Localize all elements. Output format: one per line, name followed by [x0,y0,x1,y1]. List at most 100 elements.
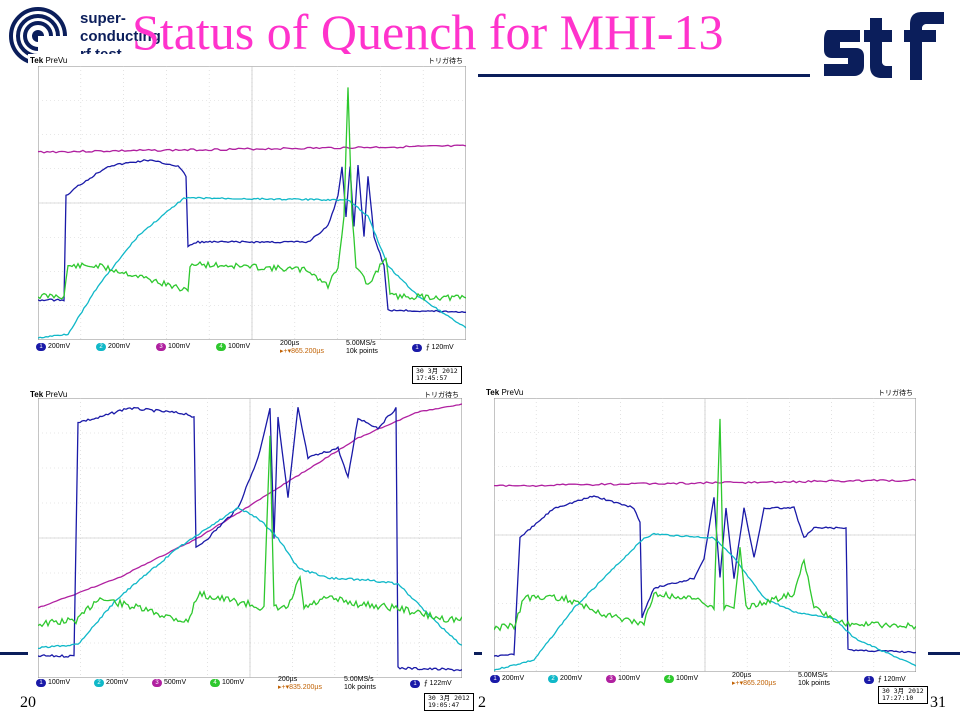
timebase-box: 200µs ▸+▾865.200µs [280,340,324,356]
ch3-badge: 3 [156,343,166,351]
trigger-ch-badge: 1 [864,676,874,684]
ch2-setting: 2 200mV [94,679,128,687]
ch2-setting: 2 200mV [548,675,582,683]
sample-rate: 5.00MS/s [344,676,374,683]
ch4-trace [494,418,916,632]
ch3-scale: 500mV [164,679,187,686]
footer-center-text: 2 [478,694,486,711]
oscilloscope-screenshot-bottom-right: Tek PreVu トリガ待ち 1 200mV 2 200mV 3 100mV 4 10… [482,386,928,704]
ch1-setting: 1 200mV [490,675,524,683]
ch2-badge: 2 [96,343,106,351]
ch4-badge: 4 [216,343,226,351]
ch3-badge: 3 [152,679,162,687]
logo-text-line-1: super- [80,10,126,27]
trigger-level: 120mV [883,676,906,683]
scope-brand: Tek [30,390,44,399]
ch1-setting: 1 100mV [36,679,70,687]
ch1-trace [38,406,462,672]
ch3-scale: 100mV [168,343,191,350]
sample-rate: 5.00MS/s [798,672,828,679]
stamp-time: 19:05:47 [428,701,460,709]
ch3-trace [38,144,466,154]
stf-logo [818,10,948,82]
ch3-badge: 3 [606,675,616,683]
acq-box: 5.00MS/s 10k points [346,340,378,356]
ch3-trace [494,478,916,488]
scope-graticule [38,398,462,678]
ch2-scale: 200mV [106,679,129,686]
scope-header: Tek PreVu [30,390,67,399]
date-stamp: 30 3月 2012 19:05:47 [424,693,474,711]
record-length: 10k points [798,680,830,687]
ch2-scale: 200mV [560,675,583,682]
trigger-box: 1 ⨍ 122mV [410,679,452,688]
scope-graticule [494,398,916,672]
logo-text-line-2: conducting [80,28,161,45]
trigger-status: トリガ待ち [424,392,459,399]
ch4-setting: 4 100mV [216,343,250,351]
ch2-scale: 200mV [108,343,131,350]
timebase-box: 200µs ▸+▾835.200µs [278,676,322,692]
scope-mode: PreVu [45,56,68,65]
trigger-status: トリガ待ち [428,58,463,65]
ch4-trace [38,435,462,628]
ch2-badge: 2 [94,679,104,687]
title-divider [160,74,810,77]
oscilloscope-screenshot-bottom-left: Tek PreVu トリガ待ち 1 100mV 2 200mV 3 500mV 4 10… [28,388,474,711]
ch1-scale: 200mV [502,675,525,682]
trigger-level: 120mV [431,344,454,351]
scope-mode: PreVu [45,390,68,399]
scope-settings-bar: 1 100mV 2 200mV 3 500mV 4 100mV 200µs ▸+▾835.… [28,676,474,692]
trigger-box: 1 ⨍ 120mV [864,675,906,684]
footer-page-number: 31 [930,694,946,711]
timebase-box: 200µs ▸+▾865.200µs [732,672,776,688]
ch3-setting: 3 100mV [606,675,640,683]
ch3-setting: 3 500mV [152,679,186,687]
stf-logo-mark [824,12,944,80]
ch4-badge: 4 [664,675,674,683]
ch4-trace [38,87,466,302]
stamp-date: 30 3月 2012 [882,687,924,695]
stamp-date: 30 3月 2012 [428,694,470,702]
timebase: 200µs [278,676,298,683]
date-stamp: 30 3月 2012 17:27:10 [878,686,928,704]
date-stamp: 30 3月 2012 17:45:57 [412,366,462,384]
acq-box: 5.00MS/s 10k points [344,676,376,692]
timebase: 200µs [280,340,300,347]
scope-settings-bar: 1 200mV 2 200mV 3 100mV 4 100mV 200µs ▸+▾865.… [28,340,478,356]
ch1-badge: 1 [490,675,500,683]
stamp-date: 30 3月 2012 [416,367,458,375]
ch1-setting: 1 200mV [36,343,70,351]
ch4-scale: 100mV [228,343,251,350]
scope-brand: Tek [486,388,500,397]
ch2-trace [494,532,916,671]
ch4-setting: 4 100mV [664,675,698,683]
stamp-time: 17:45:57 [416,374,448,382]
acq-box: 5.00MS/s 10k points [798,672,830,688]
timebase: 200µs [732,672,752,679]
ch3-setting: 3 100mV [156,343,190,351]
ch4-badge: 4 [210,679,220,687]
ch2-setting: 2 200mV [96,343,130,351]
sample-rate: 5.00MS/s [346,340,376,347]
stamp-time: 17:27:10 [882,694,914,702]
page-title: Status of Quench for MHI-13 [132,4,724,60]
ch1-badge: 1 [36,343,46,351]
ch1-scale: 100mV [48,679,71,686]
ch4-scale: 100mV [676,675,699,682]
scope-graticule [38,66,466,340]
trigger-ch-badge: 1 [410,680,420,688]
footer-left-text: 20 [20,694,36,711]
ch1-trace [494,495,916,658]
ch1-scale: 200mV [48,343,71,350]
trigger-box: 1 ⨍ 120mV [412,343,454,352]
oscilloscope-screenshot-top: Tek PreVu トリガ待ち 1 200mV 2 200mV 3 100mV 4 10… [28,54,478,386]
ch1-badge: 1 [36,679,46,687]
ch2-badge: 2 [548,675,558,683]
ch2-trace [38,196,466,339]
trigger-ch-badge: 1 [412,344,422,352]
trigger-status: トリガ待ち [878,390,913,397]
delay: ▸+▾865.200µs [280,348,324,355]
ch3-trace [38,403,462,609]
delay: ▸+▾835.200µs [278,684,322,691]
